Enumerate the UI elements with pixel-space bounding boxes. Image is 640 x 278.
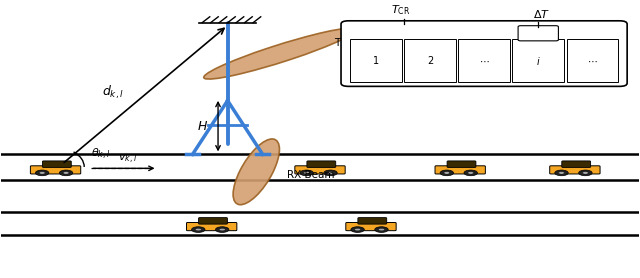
FancyBboxPatch shape xyxy=(447,161,476,167)
Text: $\cdots$: $\cdots$ xyxy=(587,56,598,66)
Bar xyxy=(566,39,618,82)
Circle shape xyxy=(444,172,450,174)
Circle shape xyxy=(440,170,454,176)
Text: $d_{k,l}$: $d_{k,l}$ xyxy=(102,83,124,101)
Circle shape xyxy=(464,170,477,176)
FancyBboxPatch shape xyxy=(341,21,627,86)
FancyBboxPatch shape xyxy=(562,161,591,167)
Circle shape xyxy=(35,170,49,176)
Text: $\Delta T$: $\Delta T$ xyxy=(533,8,550,20)
FancyBboxPatch shape xyxy=(295,166,345,174)
FancyBboxPatch shape xyxy=(358,218,387,224)
Circle shape xyxy=(195,228,202,231)
Text: RX Beam: RX Beam xyxy=(287,170,334,180)
Text: $T_{\rm CR}$: $T_{\rm CR}$ xyxy=(391,3,411,17)
Text: TX Beam: TX Beam xyxy=(334,38,381,48)
Circle shape xyxy=(300,170,314,176)
Circle shape xyxy=(555,170,568,176)
Circle shape xyxy=(328,172,333,174)
FancyBboxPatch shape xyxy=(30,166,81,174)
Bar xyxy=(513,39,564,82)
FancyBboxPatch shape xyxy=(518,26,559,41)
Circle shape xyxy=(378,228,385,231)
Text: $\cdots$: $\cdots$ xyxy=(479,56,490,66)
Circle shape xyxy=(375,227,388,232)
FancyBboxPatch shape xyxy=(307,161,336,167)
Ellipse shape xyxy=(204,28,356,79)
Circle shape xyxy=(559,172,564,174)
Circle shape xyxy=(303,172,310,174)
Text: 1: 1 xyxy=(372,56,379,66)
Circle shape xyxy=(355,228,360,231)
Circle shape xyxy=(351,227,364,232)
Circle shape xyxy=(39,172,45,174)
Circle shape xyxy=(60,170,73,176)
Text: $i$: $i$ xyxy=(536,54,541,66)
FancyBboxPatch shape xyxy=(346,222,396,231)
Bar xyxy=(404,39,456,82)
Text: $v_{k,l}$: $v_{k,l}$ xyxy=(118,153,137,166)
Circle shape xyxy=(579,170,592,176)
Circle shape xyxy=(216,227,229,232)
Bar xyxy=(350,39,401,82)
Circle shape xyxy=(324,170,337,176)
FancyBboxPatch shape xyxy=(42,161,71,167)
Ellipse shape xyxy=(233,139,280,205)
Text: 2: 2 xyxy=(427,56,433,66)
Circle shape xyxy=(191,227,205,232)
Bar xyxy=(458,39,510,82)
Circle shape xyxy=(63,172,69,174)
FancyBboxPatch shape xyxy=(435,166,485,174)
FancyBboxPatch shape xyxy=(186,222,237,231)
FancyBboxPatch shape xyxy=(198,218,227,224)
Circle shape xyxy=(582,172,588,174)
Text: $\theta_{k,l}$: $\theta_{k,l}$ xyxy=(91,147,110,162)
FancyBboxPatch shape xyxy=(550,166,600,174)
Circle shape xyxy=(468,172,474,174)
Text: $H$: $H$ xyxy=(196,120,207,133)
Circle shape xyxy=(219,228,225,231)
